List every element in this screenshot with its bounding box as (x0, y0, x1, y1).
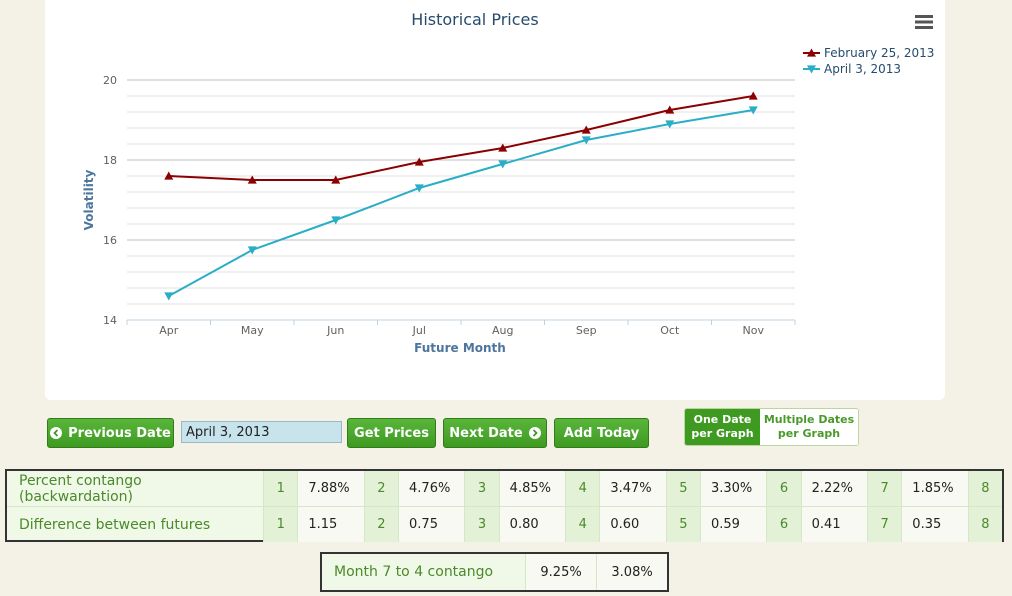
month-number: 8 (968, 506, 1002, 542)
stats-value: 0.80 (499, 506, 567, 542)
chart-panel: Historical Prices 14 16 18 20 Apr May Jun Jul Au… (45, 0, 945, 400)
previous-date-label: Previous Date (68, 425, 171, 441)
stats-value: 1.15 (297, 506, 365, 542)
previous-date-button[interactable]: Previous Date (47, 418, 174, 448)
data-point (665, 120, 675, 129)
y-tick-label: 14 (103, 314, 117, 327)
arrow-left-circle-icon (50, 427, 63, 439)
stats-value: 7.88% (297, 471, 365, 507)
stats-value: 1.85% (901, 471, 969, 507)
data-point (247, 246, 257, 255)
series-line (168, 109, 754, 297)
one-date-per-graph-option[interactable]: One Date per Graph (685, 409, 760, 445)
stats-value: 4.76% (398, 471, 466, 507)
x-tick-label: Apr (159, 324, 179, 337)
month-number: 6 (766, 471, 802, 507)
month-number: 3 (464, 471, 500, 507)
x-tick-label: Oct (660, 324, 680, 337)
stats-row-label: Difference between futures (7, 506, 265, 542)
volatility-chart: Historical Prices 14 16 18 20 Apr May Jun Jul Au… (82, 10, 935, 355)
stats-row: Percent contango (backwardation) 1 7.88% 2 4… (7, 471, 1002, 507)
data-point (414, 184, 424, 193)
x-axis-title: Future Month (414, 341, 506, 355)
arrow-right-circle-icon (528, 427, 541, 439)
month-number: 4 (565, 471, 601, 507)
summary-label: Month 7 to 4 contango (322, 554, 526, 590)
x-tick-label: May (241, 324, 264, 337)
x-tick-label: Nov (743, 324, 765, 337)
month-7-to-4-summary: Month 7 to 4 contango 9.25% 3.08% (320, 552, 669, 592)
next-date-label: Next Date (449, 425, 523, 441)
y-axis-title: Volatility (82, 169, 96, 230)
data-point (247, 175, 257, 184)
month-number: 3 (464, 506, 500, 542)
stats-value: 0.75 (398, 506, 466, 542)
stats-value: 3.47% (599, 471, 667, 507)
data-point (498, 143, 508, 152)
x-tick-label: Jul (412, 324, 426, 337)
graph-mode-toggle: One Date per Graph Multiple Dates per Grap… (684, 408, 859, 446)
month-number: 8 (968, 471, 1002, 507)
y-tick-label: 16 (103, 234, 117, 247)
data-point (331, 175, 341, 184)
legend-marker (807, 48, 816, 57)
legend-item[interactable]: February 25, 2013 (803, 46, 934, 60)
stats-value: 0.60 (599, 506, 667, 542)
data-point (164, 292, 174, 301)
month-number: 6 (766, 506, 802, 542)
month-number: 4 (565, 506, 601, 542)
stats-value: 4.85% (499, 471, 567, 507)
month-number: 2 (364, 506, 400, 542)
month-number: 5 (666, 471, 701, 507)
stats-value: 3.30% (700, 471, 768, 507)
data-point (331, 216, 341, 225)
y-tick-label: 18 (103, 154, 117, 167)
x-tick-label: Aug (492, 324, 513, 337)
multiple-dates-per-graph-option[interactable]: Multiple Dates per Graph (760, 409, 858, 445)
stats-row: Difference between futures 1 1.15 2 0.75 3 0.8… (7, 506, 1002, 542)
stats-value: 0.41 (801, 506, 869, 542)
stats-value: 0.35 (901, 506, 969, 542)
hamburger-menu-icon[interactable] (913, 12, 935, 32)
legend-label: February 25, 2013 (824, 46, 934, 60)
stats-row-label: Percent contango (backwardation) (7, 471, 265, 507)
series-line (168, 95, 754, 181)
x-tick-label: Sep (576, 324, 597, 337)
y-tick-label: 20 (103, 74, 117, 87)
data-point (498, 160, 508, 169)
legend-marker (807, 65, 816, 74)
data-point (581, 136, 591, 145)
month-number: 7 (867, 506, 903, 542)
data-point (581, 125, 591, 134)
data-point (748, 91, 758, 100)
get-prices-button[interactable]: Get Prices (347, 418, 436, 448)
stats-value: 0.59 (700, 506, 768, 542)
contango-stats-table: Percent contango (backwardation) 1 7.88% 2 4… (5, 469, 1004, 542)
month-number: 5 (666, 506, 701, 542)
date-input[interactable] (181, 421, 342, 443)
legend-item[interactable]: April 3, 2013 (803, 62, 901, 76)
data-point (164, 171, 174, 180)
summary-value: 3.08% (596, 554, 667, 590)
get-prices-label: Get Prices (354, 425, 429, 441)
data-point (665, 105, 675, 114)
data-point (414, 157, 424, 166)
chart-title: Historical Prices (411, 10, 538, 29)
month-number: 2 (364, 471, 400, 507)
next-date-button[interactable]: Next Date (443, 418, 547, 448)
summary-value: 9.25% (525, 554, 598, 590)
x-tick-label: Jun (326, 324, 344, 337)
legend-label: April 3, 2013 (824, 62, 901, 76)
add-today-button[interactable]: Add Today (554, 418, 649, 448)
add-today-label: Add Today (563, 425, 640, 441)
month-number: 1 (263, 471, 299, 507)
month-number: 1 (263, 506, 299, 542)
data-point (748, 106, 758, 115)
stats-value: 2.22% (801, 471, 869, 507)
month-number: 7 (867, 471, 903, 507)
